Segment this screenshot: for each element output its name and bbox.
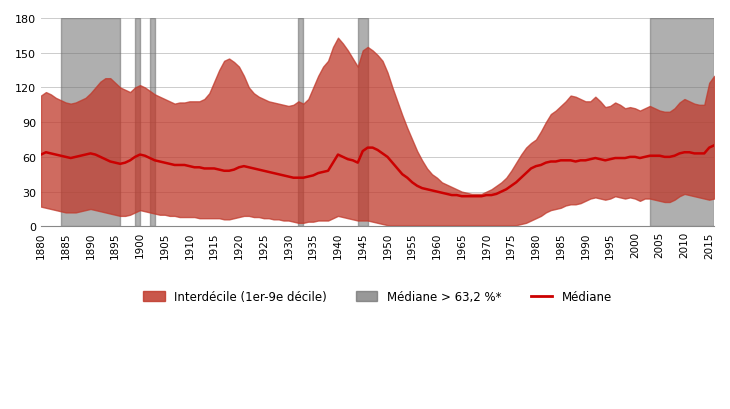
Bar xyxy=(61,19,120,227)
Bar xyxy=(358,19,368,227)
Legend: Interdécile (1er-9e décile), Médiane > 63,2 %*, Médiane: Interdécile (1er-9e décile), Médiane > 6… xyxy=(139,286,617,308)
Bar xyxy=(150,19,155,227)
Bar xyxy=(650,19,714,227)
Bar xyxy=(299,19,304,227)
Bar xyxy=(135,19,140,227)
